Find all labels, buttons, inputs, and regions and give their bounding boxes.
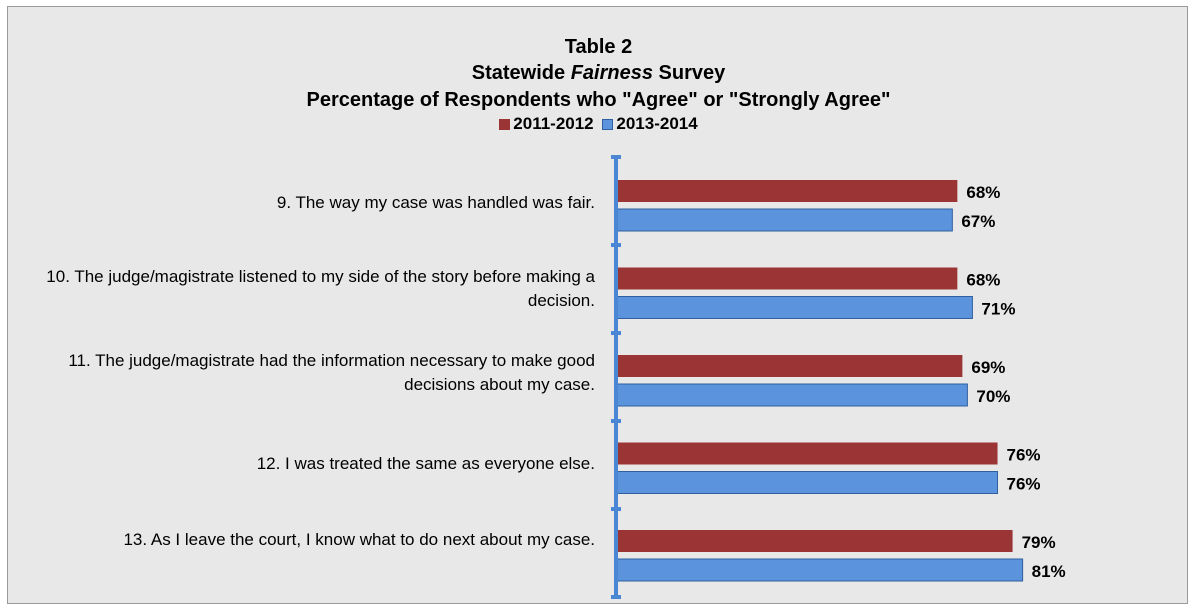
bar-2011-2012-cat-4 bbox=[616, 530, 1013, 552]
chart-frame: Table 2 Statewide Fairness Survey Percen… bbox=[7, 6, 1188, 604]
bar-2011-2012-cat-3 bbox=[616, 442, 998, 465]
data-label-2013-2014-cat-2: 70% bbox=[976, 387, 1010, 406]
bar-2013-2014-cat-1 bbox=[615, 296, 973, 319]
bar-2013-2014-cat-3 bbox=[615, 471, 999, 494]
data-label-2011-2012-cat-4: 79% bbox=[1022, 533, 1056, 552]
category-label-11: 11. The judge/magistrate had the informa… bbox=[68, 351, 595, 394]
legend-item-2013-2014: 2013-2014 bbox=[602, 114, 698, 134]
category-label-12: 12. I was treated the same as everyone e… bbox=[256, 454, 595, 473]
data-label-2011-2012-cat-3: 76% bbox=[1007, 446, 1041, 465]
chart-title-line1: Table 2 bbox=[564, 36, 633, 58]
bar-2013-2014-cat-2 bbox=[615, 383, 968, 407]
chart-title-line2: Statewide Fairness Survey bbox=[8, 62, 1189, 84]
data-label-2011-2012-cat-1: 68% bbox=[966, 271, 1000, 290]
bar-plot: 68% 67% 68% 71% 69% 70% 76% 76% 79% 81% bbox=[611, 155, 1066, 599]
bar-2013-2014-cat-4 bbox=[615, 558, 1024, 582]
category-label-13: 13. As I leave the court, I know what to… bbox=[123, 530, 595, 549]
title-line2-italic: Fairness bbox=[570, 62, 653, 84]
bar-2011-2012-cat-1 bbox=[616, 267, 958, 290]
data-label-2011-2012-cat-0: 68% bbox=[966, 183, 1000, 202]
legend: 2011-2012 2013-2014 bbox=[8, 114, 1189, 135]
legend-swatch-2011-2012 bbox=[499, 118, 511, 130]
title-line2-pre: Statewide bbox=[471, 62, 571, 84]
data-label-2011-2012-cat-2: 69% bbox=[971, 358, 1005, 377]
bar-2011-2012-cat-2 bbox=[616, 355, 963, 377]
bar-2011-2012-cat-0 bbox=[616, 180, 958, 202]
legend-label-2011-2012: 2011-2012 bbox=[513, 114, 594, 133]
title-line2-post: Survey bbox=[652, 62, 726, 84]
chart-title-line3: Percentage of Respondents who "Agree" or… bbox=[306, 89, 891, 111]
data-label-2013-2014-cat-1: 71% bbox=[981, 300, 1015, 319]
data-label-2013-2014-cat-4: 81% bbox=[1032, 562, 1066, 581]
bar-2013-2014-cat-0 bbox=[615, 208, 953, 232]
data-label-2013-2014-cat-3: 76% bbox=[1007, 475, 1041, 494]
data-label-2013-2014-cat-0: 67% bbox=[961, 212, 995, 231]
legend-swatch-2013-2014 bbox=[602, 118, 614, 130]
category-label-10: 10. The judge/magistrate listened to my … bbox=[46, 267, 595, 310]
category-label-9: 9. The way my case was handled was fair. bbox=[276, 193, 595, 212]
legend-label-2013-2014: 2013-2014 bbox=[616, 114, 698, 133]
legend-item-2011-2012: 2011-2012 bbox=[499, 114, 594, 134]
